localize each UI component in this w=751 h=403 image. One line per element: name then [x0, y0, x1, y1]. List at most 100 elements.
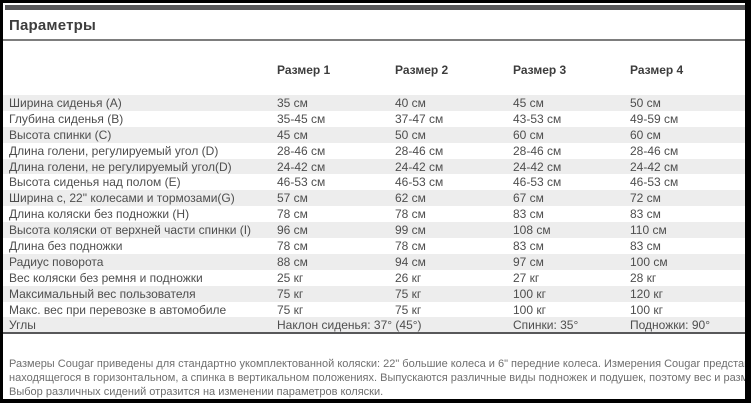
- row-value: 60 см: [630, 127, 661, 142]
- header-empty-cell: [3, 61, 277, 95]
- row-label: Углы: [9, 317, 36, 332]
- row-value: 46-53 см: [277, 175, 326, 190]
- row-value: 28 кг: [630, 270, 657, 285]
- table-row: Радиус поворота 88 см 94 см 97 см 100 см: [3, 253, 745, 270]
- table-row: Длина коляски без подножки (H) 78 см 78 …: [3, 206, 745, 223]
- row-value: 37-47 см: [395, 111, 444, 126]
- row-label: Глубина сиденья (B): [9, 111, 124, 126]
- row-value: 110 см: [630, 223, 667, 238]
- row-value: 27 кг: [513, 270, 540, 285]
- spec-table-body: Ширина сиденья (A) 35 см 40 см 45 см 50 …: [3, 95, 745, 318]
- header-size-3: Размер 3: [513, 63, 567, 77]
- row-label: Длина без подножки: [9, 238, 123, 253]
- table-row: Длина без подножки 78 см 78 см 83 см 83 …: [3, 238, 745, 254]
- row-value: 24-42 см: [395, 159, 444, 174]
- row-value: 100 кг: [630, 302, 663, 317]
- row-value: 83 см: [513, 207, 544, 222]
- angles-footrest: Подножки: 90°: [630, 317, 710, 332]
- footnote-line: Размеры Cougar приведены для стандартно …: [9, 358, 745, 371]
- top-divider-bar: [5, 5, 745, 10]
- footnote-line: находящегося в горизонтальном, а спинка …: [9, 372, 745, 385]
- table-row: Длина голени, регулируемый угол (D) 28-4…: [3, 142, 745, 159]
- row-value: 28-46 см: [277, 143, 326, 158]
- row-value: 50 см: [630, 95, 661, 110]
- row-value: 24-42 см: [277, 159, 326, 174]
- row-value: 24-42 см: [513, 159, 562, 174]
- row-value: 88 см: [277, 254, 308, 269]
- table-row: Макс. вес при перевозке в автомобиле 75 …: [3, 301, 745, 318]
- row-value: 78 см: [277, 207, 308, 222]
- row-value: 108 см: [513, 223, 551, 238]
- row-value: 97 см: [513, 254, 544, 269]
- table-row: Ширина с, 22" колесами и тормозами(G) 57…: [3, 190, 745, 207]
- table-row: Высота спинки (C) 45 см 50 см 60 см 60 с…: [3, 126, 745, 143]
- angles-backrest: Спинки: 35°: [513, 317, 579, 332]
- table-row: Глубина сиденья (B) 35-45 см 37-47 см 43…: [3, 110, 745, 127]
- row-value: 75 кг: [395, 286, 422, 301]
- header-size-4: Размер 4: [630, 63, 684, 77]
- row-label: Высота спинки (C): [9, 127, 112, 142]
- row-label: Длина коляски без подножки (H): [9, 207, 190, 222]
- table-row: Длина голени, не регулируемый угол(D) 24…: [3, 158, 745, 175]
- spec-table-header: Размер 1 Размер 2 Размер 3 Размер 4: [3, 61, 745, 95]
- table-row: Ширина сиденья (A) 35 см 40 см 45 см 50 …: [3, 95, 745, 111]
- row-value: 57 см: [277, 191, 308, 206]
- row-label: Длина голени, регулируемый угол (D): [9, 143, 219, 158]
- row-value: 62 см: [395, 191, 426, 206]
- row-label: Радиус поворота: [9, 254, 104, 269]
- row-value: 83 см: [630, 207, 661, 222]
- row-label: Макс. вес при перевозке в автомобиле: [9, 302, 227, 317]
- row-value: 78 см: [395, 238, 426, 253]
- spec-table-angles: Углы Наклон сиденья: 37° (45°) Спинки: 3…: [3, 317, 745, 334]
- row-value: 25 кг: [277, 270, 304, 285]
- row-label: Ширина сиденья (A): [9, 95, 122, 110]
- row-value: 46-53 см: [395, 175, 444, 190]
- spec-table: Размер 1 Размер 2 Размер 3 Размер 4 Шири…: [3, 61, 745, 334]
- content-area: Параметры Размер 1 Размер 2 Размер 3 Раз…: [3, 3, 745, 399]
- row-label: Ширина с, 22" колесами и тормозами(G): [9, 191, 235, 206]
- row-value: 60 см: [513, 127, 544, 142]
- footnote: Размеры Cougar приведены для стандартно …: [9, 357, 745, 399]
- row-value: 83 см: [513, 238, 544, 253]
- table-row: Высота сиденья над полом (E) 46-53 см 46…: [3, 174, 745, 191]
- row-value: 43-53 см: [513, 111, 562, 126]
- row-value: 28-46 см: [395, 143, 444, 158]
- row-label: Длина голени, не регулируемый угол(D): [9, 159, 232, 174]
- row-value: 78 см: [277, 238, 308, 253]
- row-value: 100 кг: [513, 286, 546, 301]
- footnote-line: Выбор различных сидений отразится на изм…: [9, 386, 384, 399]
- row-value: 26 кг: [395, 270, 422, 285]
- header-row: Размер 1 Размер 2 Размер 3 Размер 4: [3, 61, 745, 95]
- row-value: 28-46 см: [630, 143, 679, 158]
- row-label: Вес коляски без ремня и подножки: [9, 270, 203, 285]
- row-value: 40 см: [395, 95, 426, 110]
- page-title: Параметры: [9, 17, 96, 34]
- row-value: 35-45 см: [277, 111, 326, 126]
- row-value: 100 кг: [513, 302, 546, 317]
- row-value: 46-53 см: [513, 175, 562, 190]
- table-row: Высота коляски от верхней части спинки (…: [3, 222, 745, 239]
- row-value: 99 см: [395, 223, 426, 238]
- row-value: 100 см: [630, 254, 668, 269]
- row-value: 75 кг: [277, 286, 304, 301]
- row-value: 72 см: [630, 191, 661, 206]
- row-label: Высота коляски от верхней части спинки (…: [9, 223, 252, 238]
- row-value: 83 см: [630, 238, 661, 253]
- row-value: 35 см: [277, 95, 308, 110]
- header-size-1: Размер 1: [277, 63, 331, 77]
- angles-row: Углы Наклон сиденья: 37° (45°) Спинки: 3…: [3, 317, 745, 334]
- title-underline: [3, 39, 745, 41]
- row-value: 24-42 см: [630, 159, 679, 174]
- row-label: Максимальный вес пользователя: [9, 286, 196, 301]
- row-value: 49-59 см: [630, 111, 679, 126]
- row-value: 50 см: [395, 127, 426, 142]
- row-value: 78 см: [395, 207, 426, 222]
- row-value: 45 см: [513, 95, 544, 110]
- row-value: 28-46 см: [513, 143, 562, 158]
- row-value: 96 см: [277, 223, 308, 238]
- row-value: 120 кг: [630, 286, 663, 301]
- row-label: Высота сиденья над полом (E): [9, 175, 181, 190]
- header-size-2: Размер 2: [395, 63, 449, 77]
- row-value: 94 см: [395, 254, 426, 269]
